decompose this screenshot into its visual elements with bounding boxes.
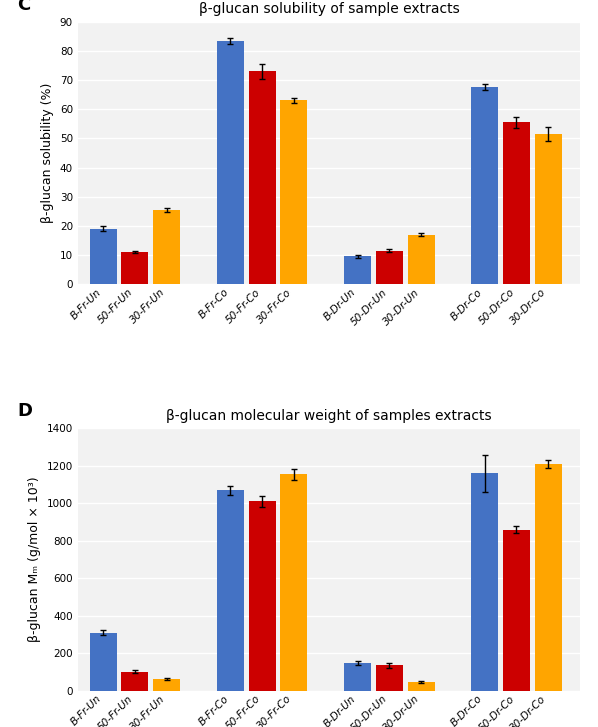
Text: C: C <box>17 0 30 14</box>
Bar <box>535 464 562 691</box>
Bar <box>217 490 244 691</box>
Bar <box>344 257 371 284</box>
Bar <box>503 529 530 691</box>
Title: β-glucan solubility of sample extracts: β-glucan solubility of sample extracts <box>199 2 459 17</box>
Title: β-glucan molecular weight of samples extracts: β-glucan molecular weight of samples ext… <box>166 409 492 423</box>
Bar <box>90 632 117 691</box>
Bar <box>121 672 148 691</box>
Bar <box>217 41 244 284</box>
Y-axis label: β-glucan Mₘ (g/mol × 10³): β-glucan Mₘ (g/mol × 10³) <box>28 477 41 643</box>
Bar <box>280 474 307 691</box>
Bar <box>121 252 148 284</box>
Bar <box>471 87 498 284</box>
Bar <box>344 663 371 691</box>
Bar <box>376 251 403 284</box>
Text: D: D <box>17 402 32 420</box>
Bar <box>153 210 180 284</box>
Bar <box>535 134 562 284</box>
Bar <box>408 682 435 691</box>
Bar <box>249 502 276 691</box>
Bar <box>408 235 435 284</box>
Y-axis label: β-glucan solubility (%): β-glucan solubility (%) <box>41 83 54 223</box>
Bar <box>280 100 307 284</box>
Bar <box>376 665 403 691</box>
Bar <box>249 71 276 284</box>
Bar <box>503 122 530 284</box>
Bar <box>153 680 180 691</box>
Bar <box>90 229 117 284</box>
Bar <box>471 473 498 691</box>
